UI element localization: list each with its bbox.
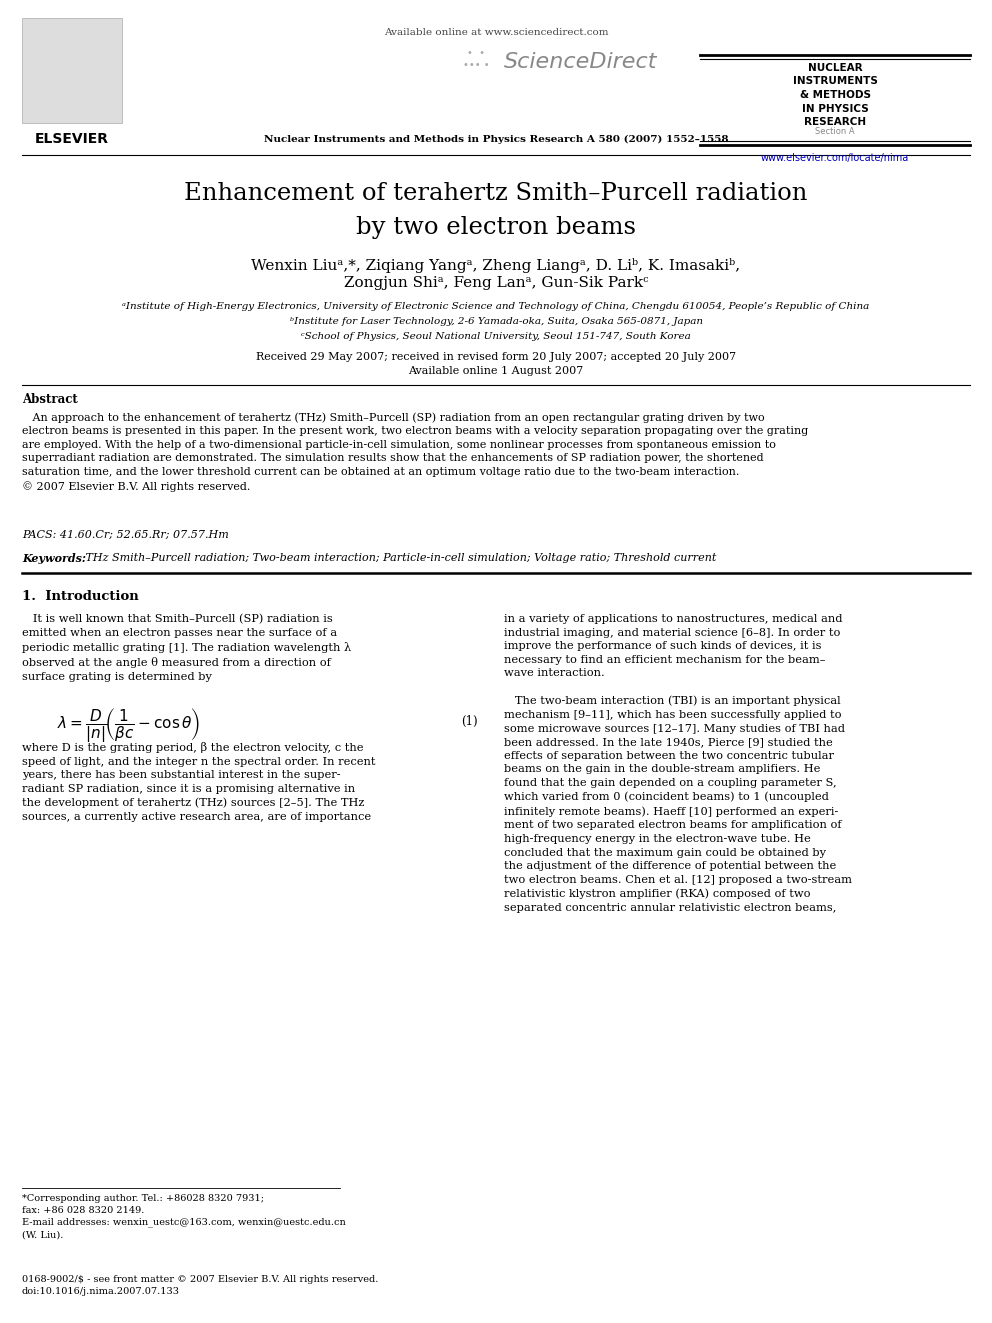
Text: It is well known that Smith–Purcell (SP) radiation is
emitted when an electron p: It is well known that Smith–Purcell (SP)… bbox=[22, 614, 351, 681]
Text: ELSEVIER: ELSEVIER bbox=[35, 132, 109, 146]
Text: ᵃInstitute of High-Energy Electronics, University of Electronic Science and Tech: ᵃInstitute of High-Energy Electronics, U… bbox=[122, 302, 870, 311]
Text: •  •
••• •: • • ••• • bbox=[462, 48, 489, 70]
Text: Enhancement of terahertz Smith–Purcell radiation: Enhancement of terahertz Smith–Purcell r… bbox=[185, 183, 807, 205]
Text: ScienceDirect: ScienceDirect bbox=[504, 52, 658, 71]
Bar bbox=[22, 19, 122, 123]
Text: 1.  Introduction: 1. Introduction bbox=[22, 590, 139, 603]
Text: An approach to the enhancement of terahertz (THz) Smith–Purcell (SP) radiation f: An approach to the enhancement of terahe… bbox=[22, 411, 808, 492]
Text: Received 29 May 2007; received in revised form 20 July 2007; accepted 20 July 20: Received 29 May 2007; received in revise… bbox=[256, 352, 736, 363]
Text: Zongjun Shiᵃ, Feng Lanᵃ, Gun-Sik Parkᶜ: Zongjun Shiᵃ, Feng Lanᵃ, Gun-Sik Parkᶜ bbox=[344, 277, 648, 290]
Text: *Corresponding author. Tel.: +86028 8320 7931;
fax: +86 028 8320 2149.
E-mail ad: *Corresponding author. Tel.: +86028 8320… bbox=[22, 1193, 346, 1240]
Text: Wenxin Liuᵃ,*, Ziqiang Yangᵃ, Zheng Liangᵃ, D. Liᵇ, K. Imasakiᵇ,: Wenxin Liuᵃ,*, Ziqiang Yangᵃ, Zheng Lian… bbox=[251, 258, 741, 273]
Text: (1): (1) bbox=[461, 714, 478, 728]
Text: PACS: 41.60.Cr; 52.65.Rr; 07.57.Hm: PACS: 41.60.Cr; 52.65.Rr; 07.57.Hm bbox=[22, 531, 229, 540]
Text: IN PHYSICS: IN PHYSICS bbox=[802, 103, 868, 114]
Text: $\lambda=\dfrac{D}{|n|}\!\left(\dfrac{1}{\beta c}-\cos\theta\right)$: $\lambda=\dfrac{D}{|n|}\!\left(\dfrac{1}… bbox=[57, 706, 200, 744]
Text: by two electron beams: by two electron beams bbox=[356, 216, 636, 239]
Text: where D is the grating period, β the electron velocity, c the
speed of light, an: where D is the grating period, β the ele… bbox=[22, 742, 376, 822]
Text: Available online at www.sciencedirect.com: Available online at www.sciencedirect.co… bbox=[384, 28, 608, 37]
Text: Keywords:: Keywords: bbox=[22, 553, 86, 564]
Text: RESEARCH: RESEARCH bbox=[804, 116, 866, 127]
Text: THz Smith–Purcell radiation; Two-beam interaction; Particle-in-cell simulation; : THz Smith–Purcell radiation; Two-beam in… bbox=[82, 553, 716, 564]
Text: ᵇInstitute for Laser Technology, 2-6 Yamada-oka, Suita, Osaka 565-0871, Japan: ᵇInstitute for Laser Technology, 2-6 Yam… bbox=[290, 318, 702, 325]
Text: ᶜSchool of Physics, Seoul National University, Seoul 151-747, South Korea: ᶜSchool of Physics, Seoul National Unive… bbox=[302, 332, 690, 341]
Text: Section A: Section A bbox=[815, 127, 855, 135]
Text: in a variety of applications to nanostructures, medical and
industrial imaging, : in a variety of applications to nanostru… bbox=[504, 614, 852, 913]
Text: & METHODS: & METHODS bbox=[800, 90, 871, 101]
Text: NUCLEAR: NUCLEAR bbox=[807, 64, 862, 73]
Text: Nuclear Instruments and Methods in Physics Research A 580 (2007) 1552–1558: Nuclear Instruments and Methods in Physi… bbox=[264, 135, 728, 144]
Text: 0168-9002/$ - see front matter © 2007 Elsevier B.V. All rights reserved.
doi:10.: 0168-9002/$ - see front matter © 2007 El… bbox=[22, 1275, 378, 1295]
Text: INSTRUMENTS: INSTRUMENTS bbox=[793, 77, 878, 86]
Text: Available online 1 August 2007: Available online 1 August 2007 bbox=[409, 366, 583, 376]
Text: www.elsevier.com/locate/nima: www.elsevier.com/locate/nima bbox=[761, 153, 909, 163]
Text: Abstract: Abstract bbox=[22, 393, 77, 406]
